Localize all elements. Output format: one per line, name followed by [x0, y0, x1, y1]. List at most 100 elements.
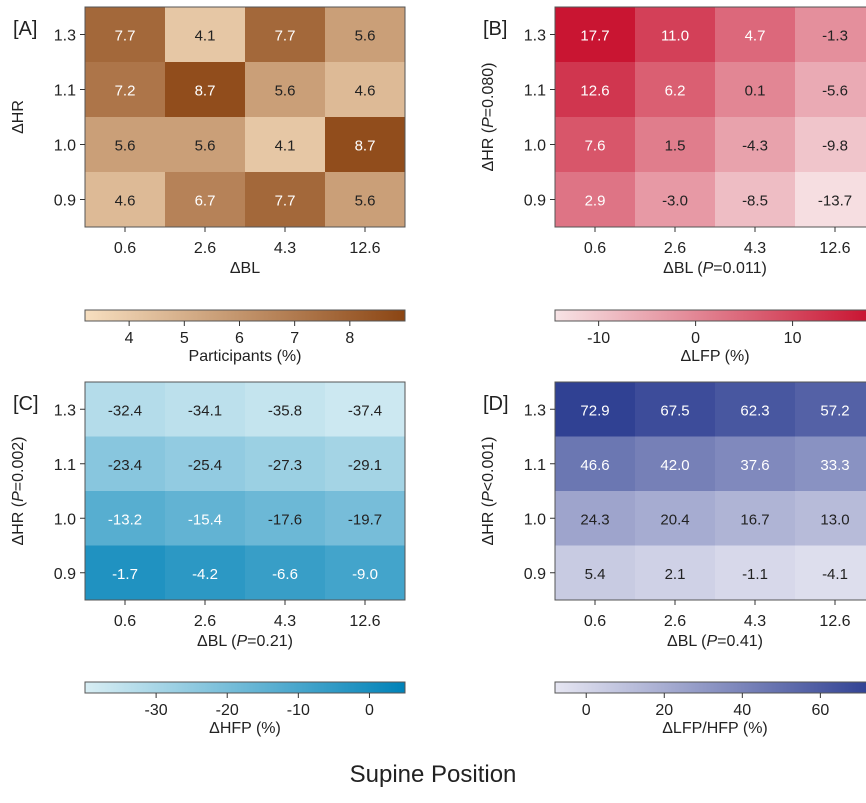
colorbar: [554, 309, 866, 322]
cell-value-label: 12.6: [580, 83, 609, 100]
heatmap-cell: [555, 436, 636, 492]
heatmap-cell: [635, 491, 716, 546]
heatmap-cell: [165, 545, 246, 601]
heatmap-cell: [555, 62, 636, 118]
heatmap-cell: [85, 7, 166, 63]
cell-value-label: -35.8: [268, 402, 302, 419]
y-axis-label: ΔHR (P=0.002): [10, 437, 27, 546]
x-tick-label: 0.6: [114, 613, 136, 630]
cell-value-label: -9.8: [822, 138, 848, 155]
cell-value-label: 17.7: [580, 28, 609, 45]
y-axis-label: ΔHR (P=0.080): [480, 63, 497, 172]
cell-value-label: 5.6: [275, 83, 296, 100]
cell-value-label: 5.4: [585, 566, 606, 583]
heatmap-cell: [85, 491, 166, 546]
cell-value-label: 67.5: [660, 402, 689, 419]
colorbar: [84, 309, 406, 322]
colorbar-tick-label: 8: [345, 330, 354, 347]
plot-frame: [554, 381, 866, 601]
cell-value-label: 24.3: [580, 511, 609, 528]
cell-value-label: -6.6: [272, 566, 298, 583]
cell-value-label: -3.0: [662, 193, 688, 210]
colorbar-tick-label: 4: [125, 330, 134, 347]
cell-value-label: -4.1: [822, 566, 848, 583]
x-tick-label: 2.6: [664, 613, 686, 630]
heatmap-cell: [555, 491, 636, 546]
plot-frame: [554, 6, 866, 228]
y-tick-label: 1.1: [54, 83, 76, 100]
heatmap-cell: [85, 117, 166, 173]
cell-value-label: 37.6: [740, 457, 769, 474]
heatmap-cell: [85, 172, 166, 228]
heatmap-cell: [245, 436, 326, 492]
y-tick-label: 0.9: [54, 566, 76, 583]
x-tick-label: 2.6: [194, 613, 216, 630]
y-axis-label: ΔHR: [10, 100, 27, 134]
heatmap-cell: [635, 545, 716, 601]
cell-value-label: -13.7: [818, 193, 852, 210]
x-axis-label: ΔBL (P=0.011): [663, 260, 767, 277]
cell-value-label: 6.7: [195, 193, 216, 210]
heatmap-cell: [795, 436, 866, 492]
heatmap-cell: [795, 491, 866, 546]
heatmap-cell: [245, 117, 326, 173]
colorbar-tick-label: -20: [216, 702, 239, 719]
panel-label: [B]: [483, 18, 507, 40]
x-tick-label: 0.6: [114, 240, 136, 257]
cell-value-label: -32.4: [108, 402, 142, 419]
heatmap-cell: [635, 172, 716, 228]
heatmap-cell: [245, 382, 326, 437]
cell-value-label: 7.7: [275, 28, 296, 45]
y-tick-label: 0.9: [524, 193, 546, 210]
cell-value-label: 4.7: [745, 28, 766, 45]
y-tick-label: 1.0: [524, 138, 546, 155]
heatmap-cell: [165, 172, 246, 228]
y-tick-label: 1.0: [54, 511, 76, 528]
x-axis-label: ΔBL (P=0.21): [197, 633, 293, 650]
cell-value-label: 1.5: [665, 138, 686, 155]
heatmap-cell: [635, 7, 716, 63]
heatmap-panel-4: 72.9 67.5 62.3 57.2 46.6 42.0 37.6 33.3 24.3 20.4…: [480, 381, 866, 737]
colorbar-tick-label: 5: [180, 330, 189, 347]
x-tick-label: 0.6: [584, 613, 606, 630]
heatmap-cell: [165, 491, 246, 546]
heatmap-cell: [715, 172, 796, 228]
cell-value-label: 6.2: [665, 83, 686, 100]
colorbar-label: ΔLFP (%): [680, 348, 749, 365]
cell-value-label: 4.6: [355, 83, 376, 100]
y-tick-label: 1.0: [524, 511, 546, 528]
x-tick-label: 12.6: [819, 613, 850, 630]
cell-value-label: 16.7: [740, 511, 769, 528]
heatmap-cell: [85, 62, 166, 118]
heatmap-cell: [325, 491, 406, 546]
x-tick-label: 12.6: [349, 240, 380, 257]
heatmap-cell: [325, 545, 406, 601]
cell-value-label: 57.2: [820, 402, 849, 419]
panel-label: [C]: [13, 393, 39, 415]
heatmap-cell: [325, 117, 406, 173]
heatmap-cell: [245, 7, 326, 63]
cell-value-label: 4.1: [195, 28, 216, 45]
cell-value-label: 2.9: [585, 193, 606, 210]
heatmap-cell: [715, 117, 796, 173]
cell-value-label: 11.0: [661, 28, 689, 45]
heatmap-cell: [635, 382, 716, 437]
cell-value-label: 2.1: [665, 566, 686, 583]
heatmap-cell: [795, 382, 866, 437]
heatmap-cell: [245, 545, 326, 601]
cell-value-label: -9.0: [352, 566, 378, 583]
cell-value-label: -37.4: [348, 402, 382, 419]
colorbar: [554, 681, 866, 694]
colorbar-tick-label: 40: [733, 702, 751, 719]
colorbar-tick-label: 60: [811, 702, 829, 719]
colorbar-tick-label: -10: [587, 330, 610, 347]
heatmap-cell: [165, 117, 246, 173]
cell-value-label: 5.6: [195, 138, 216, 155]
heatmap-cell: [165, 382, 246, 437]
cell-value-label: 8.7: [195, 83, 216, 100]
cell-value-label: 5.6: [355, 193, 376, 210]
panel-label: [A]: [13, 18, 37, 40]
heatmap-panel-3: -32.4 -34.1 -35.8 -37.4 -23.4 -25.4 -27.3 -29.1…: [10, 381, 406, 737]
colorbar-tick-label: 0: [582, 702, 591, 719]
x-tick-label: 4.3: [744, 613, 766, 630]
